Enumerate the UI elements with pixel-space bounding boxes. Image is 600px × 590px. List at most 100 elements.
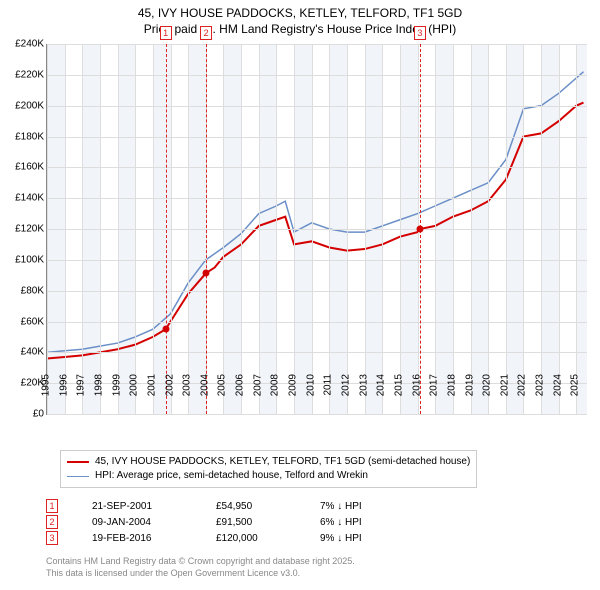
y-tick-label: £100K	[0, 254, 44, 265]
y-tick-label: £60K	[0, 316, 44, 327]
gridline-v	[382, 44, 383, 414]
x-tick-label: 2004	[199, 374, 210, 396]
plot-surface: 123	[46, 44, 587, 415]
gridline-v	[488, 44, 489, 414]
annotation-diff: 9% ↓ HPI	[320, 533, 362, 544]
x-tick-label: 2017	[429, 374, 440, 396]
y-tick-label: £0	[0, 409, 44, 420]
annotation-badge: 1	[46, 499, 58, 513]
annotation-table: 1 21-SEP-2001 £54,950 7% ↓ HPI 2 09-JAN-2004 £…	[46, 498, 362, 546]
gridline-v	[259, 44, 260, 414]
gridline-v	[171, 44, 172, 414]
annotation-date: 09-JAN-2004	[92, 517, 192, 528]
marker-point-3	[416, 226, 423, 233]
y-tick-label: £120K	[0, 224, 44, 235]
x-tick-label: 2022	[517, 374, 528, 396]
annotation-badge: 2	[46, 515, 58, 529]
x-tick-label: 1995	[41, 374, 52, 396]
annotation-price: £120,000	[216, 533, 296, 544]
gridline-v	[276, 44, 277, 414]
annotation-badge: 3	[46, 531, 58, 545]
gridline-v	[223, 44, 224, 414]
title-line-2: Price paid vs. HM Land Registry's House …	[0, 22, 600, 38]
y-tick-label: £140K	[0, 193, 44, 204]
annotation-row: 1 21-SEP-2001 £54,950 7% ↓ HPI	[46, 498, 362, 514]
x-tick-label: 2018	[446, 374, 457, 396]
x-tick-label: 2016	[411, 374, 422, 396]
marker-badge-2: 2	[200, 26, 212, 40]
chart-container: { "title": { "line1": "45, IVY HOUSE PAD…	[0, 0, 600, 590]
annotation-price: £54,950	[216, 501, 296, 512]
marker-point-1	[162, 326, 169, 333]
marker-line-2	[206, 44, 207, 414]
x-tick-label: 2023	[535, 374, 546, 396]
legend-row: HPI: Average price, semi-detached house,…	[67, 469, 470, 483]
x-tick-label: 2012	[341, 374, 352, 396]
legend: 45, IVY HOUSE PADDOCKS, KETLEY, TELFORD,…	[60, 450, 477, 488]
y-tick-label: £180K	[0, 131, 44, 142]
gridline-v	[523, 44, 524, 414]
x-tick-label: 1998	[93, 374, 104, 396]
annotation-date: 21-SEP-2001	[92, 501, 192, 512]
gridline-v	[312, 44, 313, 414]
x-tick-label: 2013	[358, 374, 369, 396]
x-tick-label: 2002	[164, 374, 175, 396]
y-tick-label: £200K	[0, 100, 44, 111]
legend-row: 45, IVY HOUSE PADDOCKS, KETLEY, TELFORD,…	[67, 455, 470, 469]
chart-plot-area: 123	[46, 44, 586, 414]
legend-label: HPI: Average price, semi-detached house,…	[95, 469, 368, 483]
gridline-v	[471, 44, 472, 414]
series-hpi	[47, 72, 583, 353]
footer-line-2: This data is licensed under the Open Gov…	[46, 568, 355, 580]
gridline-v	[47, 44, 48, 414]
x-tick-label: 2025	[570, 374, 581, 396]
y-tick-label: £40K	[0, 347, 44, 358]
gridline-v	[576, 44, 577, 414]
series-price_paid	[47, 103, 583, 359]
marker-point-2	[203, 269, 210, 276]
legend-swatch	[67, 476, 89, 477]
gridline-v	[100, 44, 101, 414]
gridline-v	[506, 44, 507, 414]
gridline-v	[541, 44, 542, 414]
y-tick-label: £240K	[0, 39, 44, 50]
x-tick-label: 1999	[111, 374, 122, 396]
x-tick-label: 2003	[182, 374, 193, 396]
gridline-v	[241, 44, 242, 414]
x-tick-label: 2011	[323, 374, 334, 396]
annotation-diff: 6% ↓ HPI	[320, 517, 362, 528]
annotation-diff: 7% ↓ HPI	[320, 501, 362, 512]
x-tick-label: 2000	[129, 374, 140, 396]
x-tick-label: 2020	[482, 374, 493, 396]
gridline-v	[135, 44, 136, 414]
x-tick-label: 2015	[393, 374, 404, 396]
gridline-v	[365, 44, 366, 414]
gridline-v	[347, 44, 348, 414]
x-tick-label: 2008	[270, 374, 281, 396]
footer-attribution: Contains HM Land Registry data © Crown c…	[46, 556, 355, 579]
title-line-1: 45, IVY HOUSE PADDOCKS, KETLEY, TELFORD,…	[0, 6, 600, 22]
annotation-row: 3 19-FEB-2016 £120,000 9% ↓ HPI	[46, 530, 362, 546]
legend-label: 45, IVY HOUSE PADDOCKS, KETLEY, TELFORD,…	[95, 455, 470, 469]
y-tick-label: £80K	[0, 285, 44, 296]
x-tick-label: 2024	[552, 374, 563, 396]
x-tick-label: 2019	[464, 374, 475, 396]
x-tick-label: 2014	[376, 374, 387, 396]
annotation-date: 19-FEB-2016	[92, 533, 192, 544]
footer-line-1: Contains HM Land Registry data © Crown c…	[46, 556, 355, 568]
marker-badge-3: 3	[414, 26, 426, 40]
gridline-v	[329, 44, 330, 414]
gridline-v	[453, 44, 454, 414]
x-tick-label: 1996	[58, 374, 69, 396]
marker-badge-1: 1	[160, 26, 172, 40]
gridline-v	[118, 44, 119, 414]
x-tick-label: 2021	[499, 374, 510, 396]
gridline-v	[435, 44, 436, 414]
gridline-v	[188, 44, 189, 414]
x-tick-label: 2005	[217, 374, 228, 396]
x-tick-label: 1997	[76, 374, 87, 396]
gridline-h	[47, 414, 587, 415]
gridline-v	[559, 44, 560, 414]
gridline-v	[294, 44, 295, 414]
x-tick-label: 2007	[252, 374, 263, 396]
